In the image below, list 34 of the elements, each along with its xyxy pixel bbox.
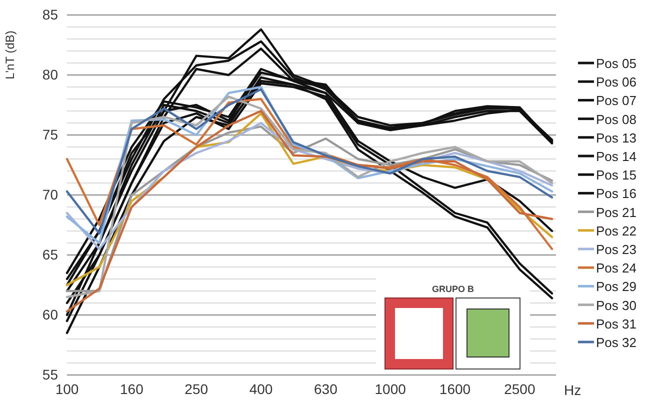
legend-label: Pos 30 bbox=[596, 298, 636, 313]
annotation: GRUPO B bbox=[432, 284, 474, 294]
y-tick-label: 75 bbox=[42, 126, 58, 142]
y-tick-label: 85 bbox=[42, 6, 58, 22]
x-tick-label: 100 bbox=[55, 380, 79, 397]
legend-label: Pos 23 bbox=[596, 242, 636, 257]
x-tick-label: 250 bbox=[184, 380, 208, 397]
y-tick-label: 65 bbox=[42, 246, 58, 262]
x-tick-label: 1600 bbox=[439, 380, 471, 397]
legend-label: Pos 16 bbox=[596, 186, 636, 202]
legend-label: Pos 14 bbox=[596, 149, 636, 164]
y-tick-label: 70 bbox=[42, 186, 58, 202]
legend-label: Pos 29 bbox=[596, 279, 636, 294]
y-axis-title: L'nT (dB) bbox=[3, 30, 17, 80]
y-tick-label: 80 bbox=[42, 66, 58, 82]
legend-label: Pos 21 bbox=[596, 204, 636, 220]
legend-label: Pos 32 bbox=[596, 335, 636, 350]
legend-label: Pos 22 bbox=[596, 223, 636, 238]
x-tick-label: 400 bbox=[249, 380, 273, 397]
legend-label: Pos 13 bbox=[596, 130, 636, 146]
y-tick-label: 55 bbox=[42, 366, 58, 382]
legend-label: Pos 31 bbox=[596, 316, 636, 332]
legend-label: Pos 06 bbox=[596, 74, 636, 90]
x-tick-label: 160 bbox=[120, 380, 144, 397]
x-tick-label: 630 bbox=[314, 380, 338, 397]
x-tick-label: 1000 bbox=[374, 380, 406, 397]
legend-label: Pos 07 bbox=[596, 93, 636, 108]
y-tick-label: 60 bbox=[42, 306, 58, 322]
x-axis-title: Hz bbox=[564, 382, 582, 398]
legend-label: Pos 24 bbox=[596, 260, 636, 276]
legend-label: Pos 15 bbox=[596, 168, 636, 183]
legend-label: Pos 05 bbox=[596, 56, 636, 71]
legend-label: Pos 08 bbox=[596, 112, 636, 127]
x-tick-label: 2500 bbox=[504, 380, 536, 397]
